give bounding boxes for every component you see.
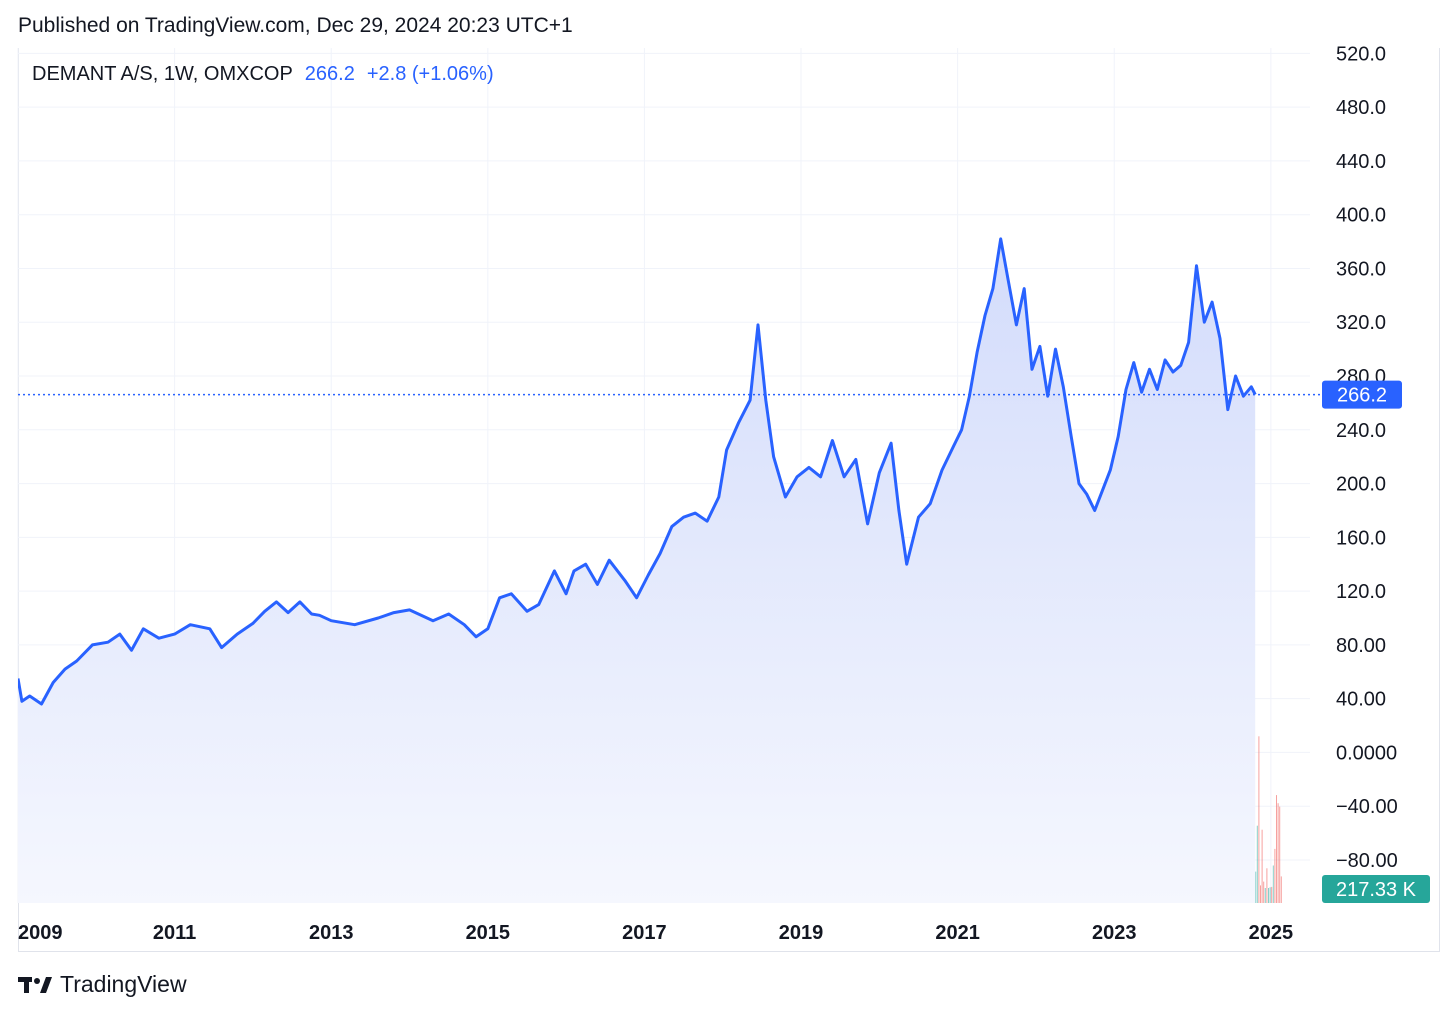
last-price-tag-label: 266.2 <box>1337 385 1387 407</box>
price-area <box>18 237 1257 903</box>
volume-tag-label: 217.33 K <box>1336 879 1417 901</box>
volume-bar <box>1274 848 1276 903</box>
x-tick-label: 2023 <box>1092 922 1137 944</box>
volume-bar <box>1277 803 1279 903</box>
y-tick-label: 200.0 <box>1336 474 1386 496</box>
volume-bar <box>1255 871 1257 903</box>
symbol-label: DEMANT A/S, 1W, OMXCOP <box>32 63 293 85</box>
x-tick-label: 2017 <box>622 922 667 944</box>
y-tick-label: 0.0000 <box>1336 742 1397 764</box>
time-axis[interactable]: 2009 2011 2013 2015 2017 2019 2021 2023 2025 <box>18 922 1293 944</box>
price-area-fill <box>18 238 1256 903</box>
price-change-label: +2.8 (+1.06%) <box>366 63 494 85</box>
volume-bar <box>1280 876 1282 903</box>
x-tick-label: 2011 <box>153 922 196 944</box>
volume-bar <box>1258 736 1260 903</box>
last-price-label: 266.2 <box>304 63 355 85</box>
price-tags: 266.2 217.33 K <box>18 380 1430 903</box>
volume-bar <box>1268 888 1269 903</box>
volume-bar <box>1263 881 1265 903</box>
y-tick-label: 240.0 <box>1336 420 1386 442</box>
volume-bar <box>1256 825 1258 903</box>
last-price-tag <box>1322 380 1402 409</box>
x-tick-label: 2015 <box>466 922 511 944</box>
volume-bar <box>1279 806 1281 903</box>
price-line <box>18 237 1257 706</box>
y-tick-label: 160.0 <box>1336 527 1386 549</box>
x-tick-label: 2019 <box>779 922 824 944</box>
y-tick-label: −40.00 <box>1336 796 1398 818</box>
volume-bar <box>1260 885 1261 903</box>
y-tick-label: 360.0 <box>1336 258 1386 280</box>
symbol-legend[interactable]: DEMANT A/S, 1W, OMXCOP 266.2 +2.8 (+1.06… <box>32 63 494 86</box>
x-tick-label: 2009 <box>18 922 63 944</box>
price-axis[interactable]: 520.0480.0440.0400.0360.0320.0280.0240.0… <box>1336 43 1398 872</box>
volume-bar <box>1271 886 1273 903</box>
y-tick-label: 80.00 <box>1336 635 1386 657</box>
tradingview-logo-icon <box>18 976 52 993</box>
volume-bar <box>1264 888 1266 903</box>
x-tick-label: 2013 <box>309 922 354 944</box>
brand-name: TradingView <box>60 971 187 997</box>
y-tick-label: 520.0 <box>1336 43 1386 65</box>
y-tick-label: −80.00 <box>1336 850 1398 872</box>
y-tick-label: 400.0 <box>1336 205 1386 227</box>
x-tick-label: 2025 <box>1249 922 1294 944</box>
footer-branding[interactable]: TradingView <box>18 971 187 998</box>
y-tick-label: 40.00 <box>1336 689 1386 711</box>
volume-bar <box>1272 865 1274 903</box>
volume-bar <box>1269 887 1271 903</box>
published-caption: Published on TradingView.com, Dec 29, 20… <box>18 14 573 37</box>
volume-tag <box>1322 875 1430 903</box>
x-tick-label: 2021 <box>935 922 980 944</box>
y-tick-label: 120.0 <box>1336 581 1386 603</box>
y-tick-label: 320.0 <box>1336 312 1386 334</box>
y-tick-label: 440.0 <box>1336 151 1386 173</box>
volume-bar <box>1261 829 1263 903</box>
volume-bar <box>1266 868 1268 903</box>
y-tick-label: 480.0 <box>1336 97 1386 119</box>
volume-bar <box>1276 795 1277 903</box>
